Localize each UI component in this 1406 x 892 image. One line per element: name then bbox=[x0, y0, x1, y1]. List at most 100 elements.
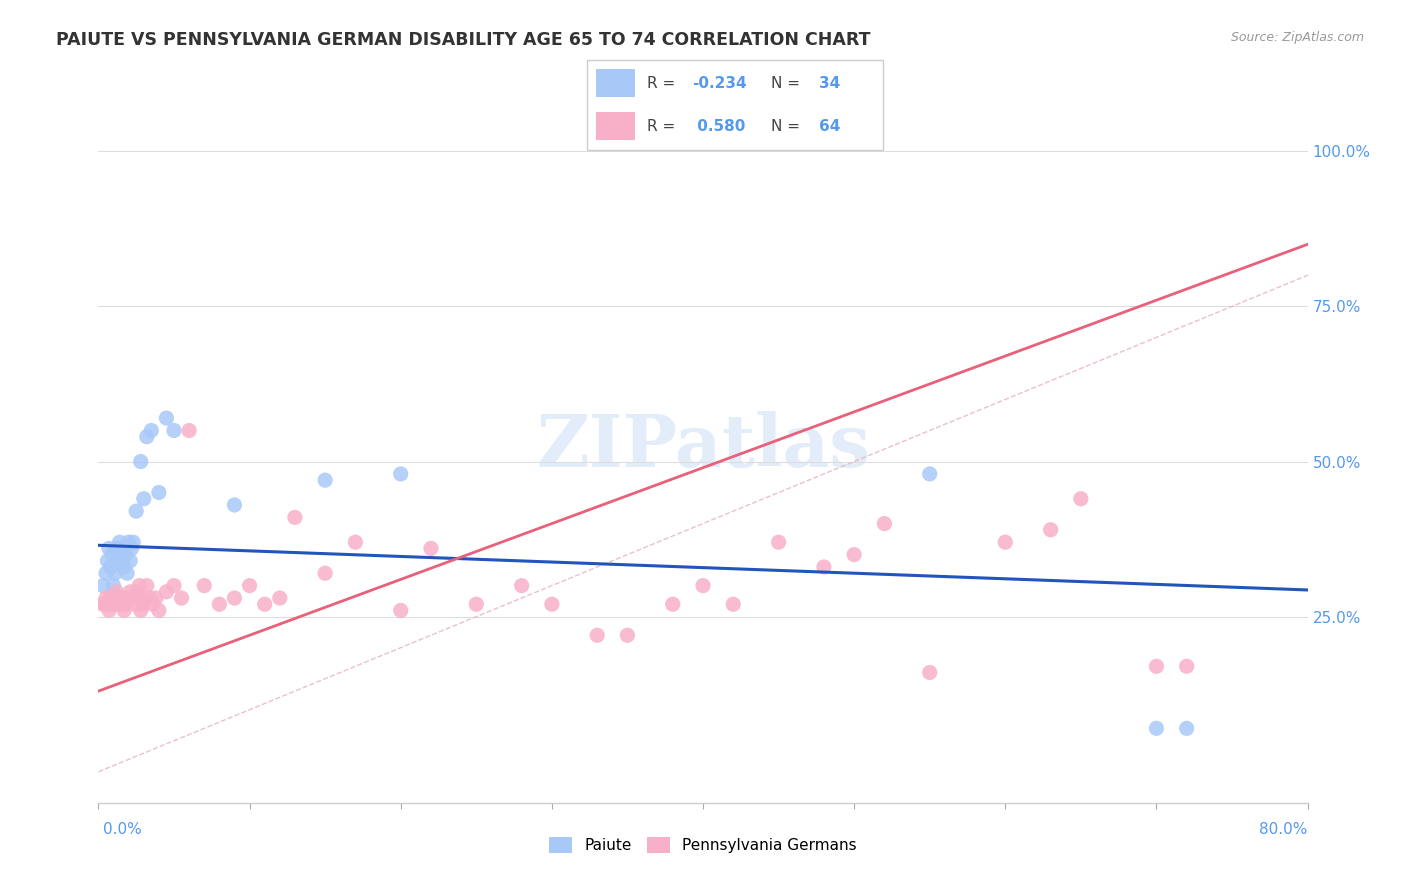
Point bbox=[114, 548, 136, 562]
FancyBboxPatch shape bbox=[586, 60, 883, 150]
Point bbox=[193, 579, 215, 593]
Point bbox=[224, 591, 246, 605]
Point bbox=[112, 603, 135, 617]
Text: Source: ZipAtlas.com: Source: ZipAtlas.com bbox=[1230, 31, 1364, 45]
Point bbox=[104, 597, 127, 611]
Point bbox=[135, 579, 157, 593]
Point bbox=[170, 591, 193, 605]
Point bbox=[239, 579, 262, 593]
Point bbox=[253, 597, 276, 611]
Text: N =: N = bbox=[770, 119, 804, 134]
Point bbox=[101, 597, 124, 611]
Point bbox=[179, 424, 201, 438]
Point bbox=[118, 535, 141, 549]
Point bbox=[128, 579, 150, 593]
Point bbox=[98, 603, 121, 617]
Point bbox=[1070, 491, 1092, 506]
Point bbox=[125, 504, 148, 518]
Point bbox=[1144, 722, 1167, 736]
Point bbox=[314, 566, 336, 581]
Text: ZIPatlas: ZIPatlas bbox=[536, 410, 870, 482]
Point bbox=[284, 510, 307, 524]
Point bbox=[94, 566, 117, 581]
Point bbox=[163, 424, 186, 438]
Point bbox=[129, 454, 152, 468]
Point bbox=[120, 554, 142, 568]
Point bbox=[132, 491, 155, 506]
Point bbox=[918, 467, 941, 481]
Point bbox=[155, 584, 177, 599]
Point bbox=[768, 535, 790, 549]
Point bbox=[124, 597, 146, 611]
Point bbox=[163, 579, 186, 593]
Point bbox=[540, 597, 562, 611]
Point bbox=[873, 516, 896, 531]
Point bbox=[121, 541, 143, 556]
Point bbox=[918, 665, 941, 680]
Point bbox=[103, 591, 125, 605]
Text: 34: 34 bbox=[820, 76, 841, 91]
Point bbox=[510, 579, 533, 593]
Point bbox=[132, 597, 155, 611]
Point bbox=[111, 554, 134, 568]
Point bbox=[813, 560, 835, 574]
Point bbox=[994, 535, 1017, 549]
Point bbox=[129, 603, 152, 617]
Text: 0.0%: 0.0% bbox=[103, 822, 142, 837]
Point bbox=[114, 597, 136, 611]
Point bbox=[389, 603, 412, 617]
Point bbox=[93, 597, 115, 611]
Point bbox=[94, 591, 117, 605]
Point bbox=[155, 411, 177, 425]
Point bbox=[142, 597, 165, 611]
Point bbox=[91, 579, 114, 593]
Point bbox=[662, 597, 685, 611]
Point bbox=[121, 591, 143, 605]
Text: PAIUTE VS PENNSYLVANIA GERMAN DISABILITY AGE 65 TO 74 CORRELATION CHART: PAIUTE VS PENNSYLVANIA GERMAN DISABILITY… bbox=[56, 31, 870, 49]
Point bbox=[616, 628, 638, 642]
Point bbox=[91, 597, 114, 611]
Point bbox=[1039, 523, 1062, 537]
Legend: Paiute, Pennsylvania Germans: Paiute, Pennsylvania Germans bbox=[543, 831, 863, 859]
Point bbox=[96, 597, 118, 611]
Text: R =: R = bbox=[647, 76, 681, 91]
Point bbox=[1175, 722, 1198, 736]
Point bbox=[110, 541, 132, 556]
Point bbox=[105, 584, 128, 599]
Point bbox=[100, 591, 122, 605]
Point bbox=[100, 560, 122, 574]
Point bbox=[125, 584, 148, 599]
Text: 64: 64 bbox=[820, 119, 841, 134]
Text: 80.0%: 80.0% bbox=[1260, 822, 1308, 837]
Point bbox=[1175, 659, 1198, 673]
Text: -0.234: -0.234 bbox=[692, 76, 747, 91]
Point bbox=[112, 560, 135, 574]
Point bbox=[104, 566, 127, 581]
Point bbox=[1144, 659, 1167, 673]
Point bbox=[111, 591, 134, 605]
Point bbox=[135, 430, 157, 444]
Point bbox=[115, 566, 138, 581]
Point bbox=[224, 498, 246, 512]
Point bbox=[692, 579, 714, 593]
Point bbox=[148, 485, 170, 500]
Point bbox=[314, 473, 336, 487]
Point bbox=[107, 597, 129, 611]
Point bbox=[420, 541, 443, 556]
Bar bbox=[596, 70, 636, 97]
Bar bbox=[596, 112, 636, 140]
Point bbox=[98, 541, 121, 556]
Point bbox=[131, 591, 153, 605]
Point bbox=[120, 584, 142, 599]
Text: R =: R = bbox=[647, 119, 681, 134]
Point bbox=[110, 597, 132, 611]
Point bbox=[107, 554, 129, 568]
Point bbox=[208, 597, 231, 611]
Point bbox=[145, 591, 167, 605]
Point bbox=[118, 591, 141, 605]
Point bbox=[465, 597, 488, 611]
Point bbox=[108, 535, 131, 549]
Point bbox=[108, 591, 131, 605]
Point bbox=[269, 591, 291, 605]
Point bbox=[96, 554, 118, 568]
